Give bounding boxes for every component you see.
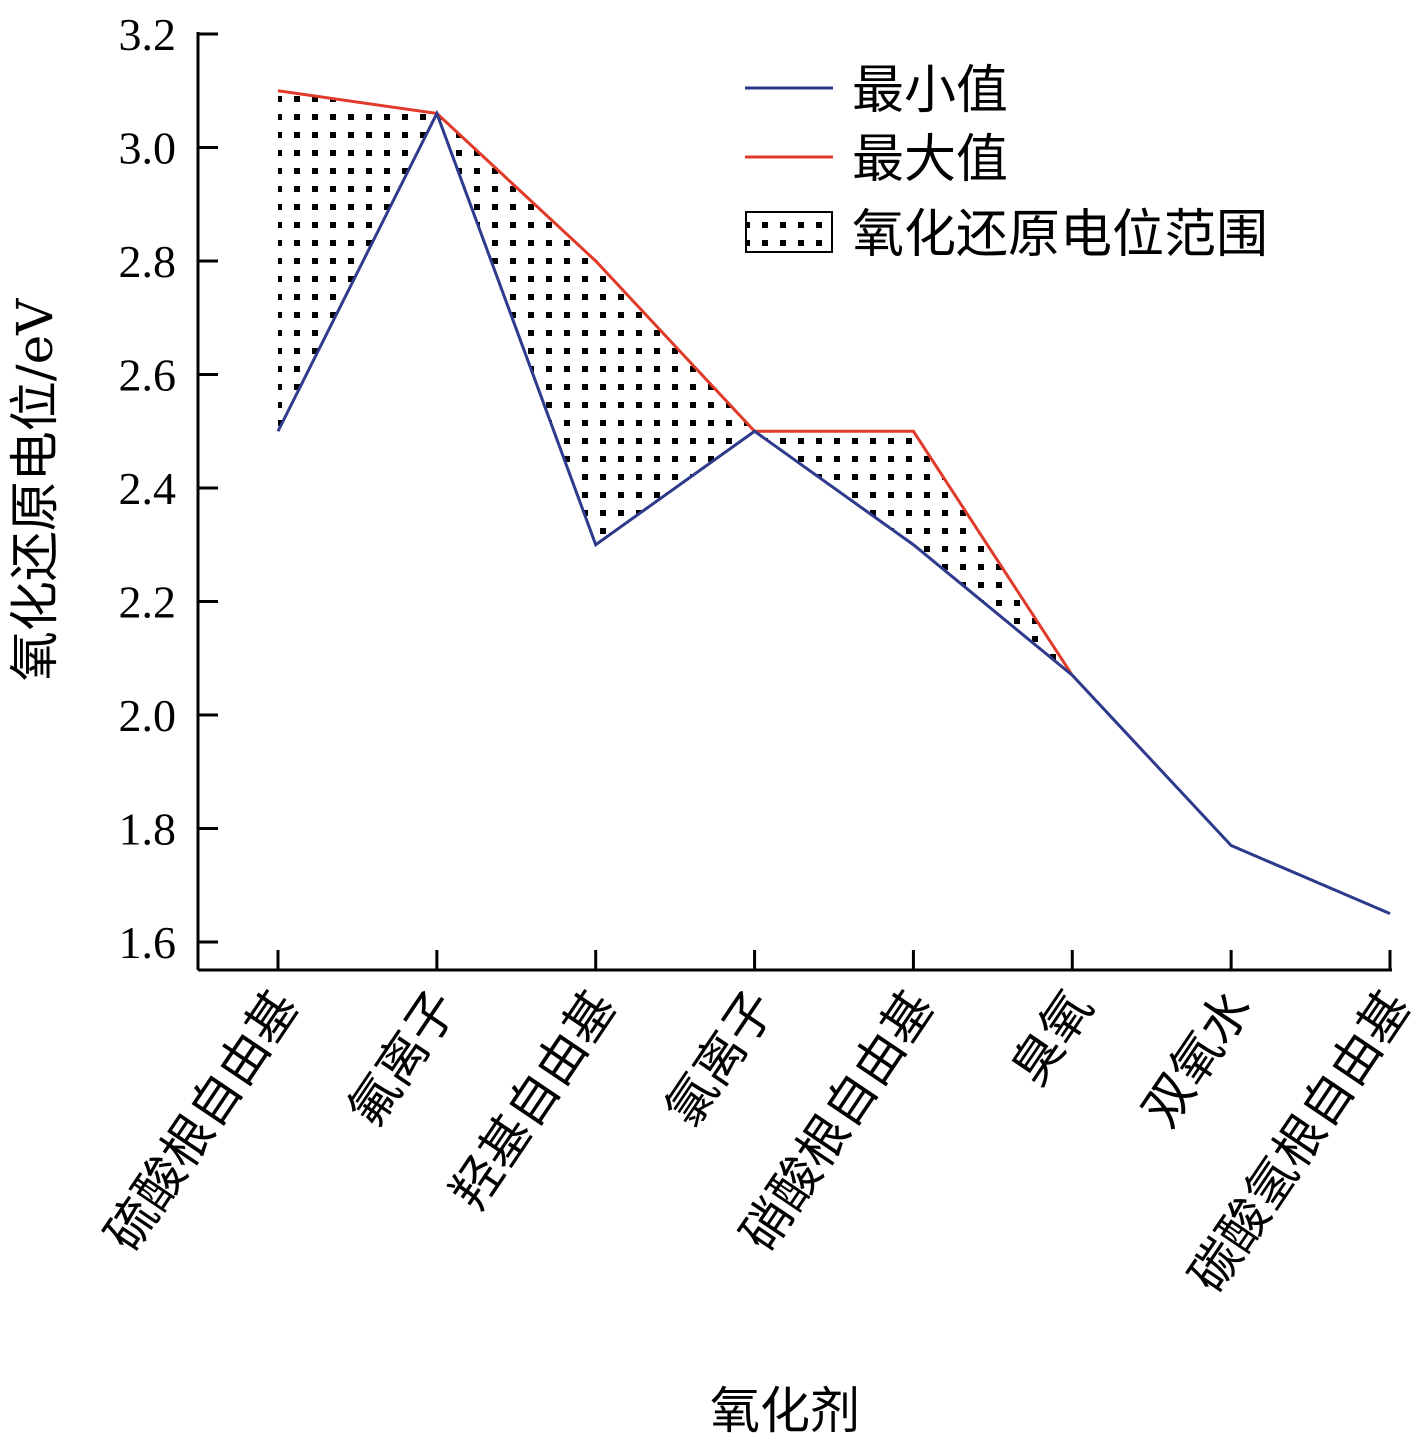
x-tick-label: 双氧水	[1131, 980, 1263, 1137]
x-tick-label: 氟离子	[337, 980, 469, 1137]
series-lines	[276, 89, 1391, 916]
x-axis-title: 氧化剂	[710, 1382, 860, 1440]
y-tick-label: 2.6	[119, 350, 177, 401]
range-area-layer	[278, 90, 1073, 676]
y-tick-label: 1.6	[119, 917, 177, 968]
y-tick-label: 1.8	[119, 804, 177, 855]
range-area	[278, 90, 1073, 676]
legend: 最小值 最大值 氧化还原电位范围	[745, 61, 1268, 265]
x-tick-label: 硫酸根自由基	[94, 980, 310, 1261]
legend-label-max: 最大值	[852, 130, 1008, 190]
axes	[196, 32, 1392, 972]
legend-swatch-range	[745, 211, 833, 253]
series-line-max	[277, 89, 1074, 677]
x-tick-label: 氯离子	[655, 980, 787, 1137]
y-tick-label: 2.2	[119, 577, 177, 628]
x-tick-label: 臭氧	[1000, 980, 1104, 1095]
y-ticks: 1.6 1.8 2.0 2.2 2.4 2.6 2.8 3.0 3.2	[119, 9, 218, 968]
y-tick-label: 3.0	[119, 123, 177, 174]
y-axis-title: 氧化还原电位/eV	[6, 298, 64, 681]
legend-label-min: 最小值	[852, 61, 1008, 121]
y-tick-label: 2.8	[119, 236, 177, 287]
y-tick-label: 3.2	[119, 9, 177, 60]
series-line-min	[276, 109, 1391, 916]
legend-label-range: 氧化还原电位范围	[852, 205, 1268, 265]
x-tick-label: 羟基自由基	[440, 980, 628, 1220]
y-tick-label: 2.0	[119, 690, 177, 741]
y-tick-label: 2.4	[119, 463, 177, 514]
